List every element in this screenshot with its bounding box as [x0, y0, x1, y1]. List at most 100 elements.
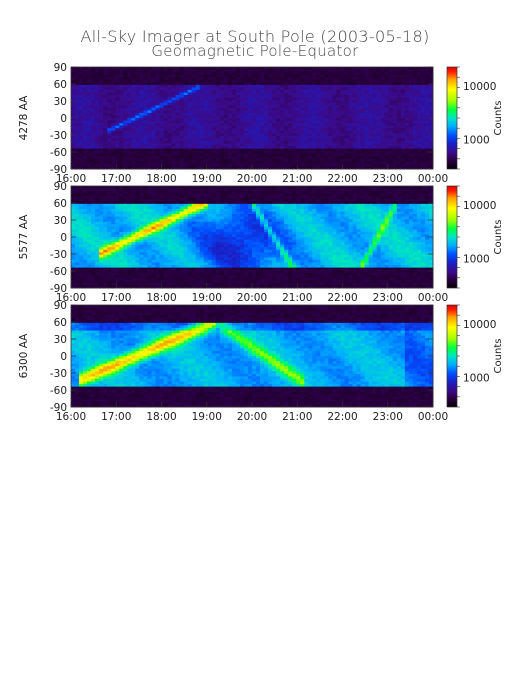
heatmap-cell — [412, 125, 418, 129]
heatmap-cell — [71, 221, 76, 225]
heatmap-cell — [123, 166, 128, 170]
heatmap-cell — [75, 211, 80, 215]
heatmap-cell — [215, 77, 221, 81]
heatmap-cell — [320, 87, 325, 91]
heatmap-cell — [75, 102, 80, 106]
heatmap-cell — [71, 92, 76, 96]
heatmap-cell — [175, 115, 180, 119]
heatmap-cell — [328, 112, 333, 116]
heatmap-cell — [243, 107, 249, 111]
heatmap-cell — [187, 247, 193, 251]
heatmap-cell — [99, 82, 104, 86]
heatmap-cell — [91, 89, 96, 93]
heatmap-cell — [103, 234, 108, 238]
heatmap-cell — [288, 115, 293, 119]
heatmap-cell — [195, 125, 201, 129]
heatmap-cell — [256, 120, 261, 124]
heatmap-cell — [191, 265, 197, 268]
heatmap-cell — [123, 133, 128, 137]
heatmap-cell — [139, 140, 144, 144]
heatmap-cell — [280, 125, 285, 129]
heatmap-cell — [91, 257, 96, 261]
heatmap-cell — [79, 135, 84, 139]
heatmap-cell — [191, 100, 197, 104]
heatmap-cell — [352, 163, 357, 167]
heatmap-cell — [416, 67, 422, 70]
heatmap-cell — [412, 161, 418, 165]
heatmap-cell — [179, 265, 185, 268]
heatmap-cell — [292, 158, 297, 162]
heatmap-cell — [175, 156, 180, 160]
heatmap-cell — [191, 151, 197, 155]
heatmap-cell — [131, 254, 136, 258]
heatmap-cell — [107, 77, 112, 81]
heatmap-cell — [95, 153, 100, 157]
heatmap-cell — [340, 146, 345, 149]
heatmap-cell — [380, 123, 386, 127]
heatmap-cell — [179, 193, 185, 197]
heatmap-cell — [163, 267, 168, 271]
heatmap-cell — [115, 237, 120, 240]
heatmap-cell — [147, 244, 152, 248]
heatmap-cell — [223, 67, 229, 70]
heatmap-cell — [83, 201, 88, 205]
heatmap-cell — [135, 219, 140, 223]
heatmap-cell — [71, 193, 76, 197]
heatmap-cell — [243, 151, 249, 155]
heatmap-cell — [272, 158, 277, 162]
heatmap-cell — [284, 158, 289, 162]
heatmap-cell — [260, 146, 265, 149]
heatmap-cell — [163, 221, 168, 225]
heatmap-cell — [167, 140, 172, 144]
heatmap-cell — [404, 82, 410, 86]
heatmap-cell — [91, 237, 96, 240]
heatmap-cell — [268, 105, 273, 109]
heatmap-cell — [243, 112, 249, 116]
heatmap-cell — [292, 79, 297, 83]
heatmap-cell — [75, 244, 80, 248]
heatmap-cell — [115, 196, 120, 200]
heatmap-cell — [272, 110, 277, 114]
heatmap-cell — [368, 69, 374, 73]
heatmap-cell — [183, 216, 189, 220]
heatmap-cell — [388, 151, 394, 155]
heatmap-cell — [420, 84, 426, 88]
heatmap-cell — [183, 143, 189, 147]
heatmap-cell — [147, 92, 152, 96]
heatmap-cell — [268, 82, 273, 86]
heatmap-cell — [328, 110, 333, 114]
heatmap-cell — [135, 262, 140, 266]
heatmap-cell — [87, 226, 92, 230]
heatmap-cell — [175, 163, 180, 167]
heatmap-cell — [75, 138, 80, 142]
heatmap-cell — [87, 97, 92, 101]
heatmap-cell — [340, 133, 345, 137]
heatmap-cell — [384, 115, 390, 119]
heatmap-cell — [119, 239, 124, 243]
heatmap-cell — [404, 163, 410, 167]
heatmap-cell — [199, 112, 205, 116]
heatmap-cell — [159, 249, 164, 253]
heatmap-cell — [300, 72, 305, 76]
heatmap-cell — [252, 143, 257, 147]
heatmap-cell — [292, 163, 297, 167]
heatmap-cell — [268, 146, 273, 149]
heatmap-cell — [179, 208, 185, 212]
heatmap-cell — [167, 69, 172, 73]
heatmap-cell — [103, 275, 108, 279]
heatmap-cell — [203, 112, 209, 116]
heatmap-cell — [260, 97, 265, 101]
heatmap-cell — [356, 148, 361, 152]
heatmap-cell — [79, 201, 84, 205]
heatmap-cell — [147, 87, 152, 91]
heatmap-cell — [119, 254, 124, 258]
heatmap-cell — [191, 92, 197, 96]
heatmap-cell — [147, 74, 152, 78]
heatmap-cell — [195, 128, 201, 132]
heatmap-cell — [79, 249, 84, 253]
heatmap-cell — [167, 135, 172, 139]
heatmap-cell — [336, 105, 341, 109]
heatmap-cell — [308, 107, 313, 111]
heatmap-cell — [368, 100, 374, 104]
heatmap-cell — [264, 123, 269, 127]
